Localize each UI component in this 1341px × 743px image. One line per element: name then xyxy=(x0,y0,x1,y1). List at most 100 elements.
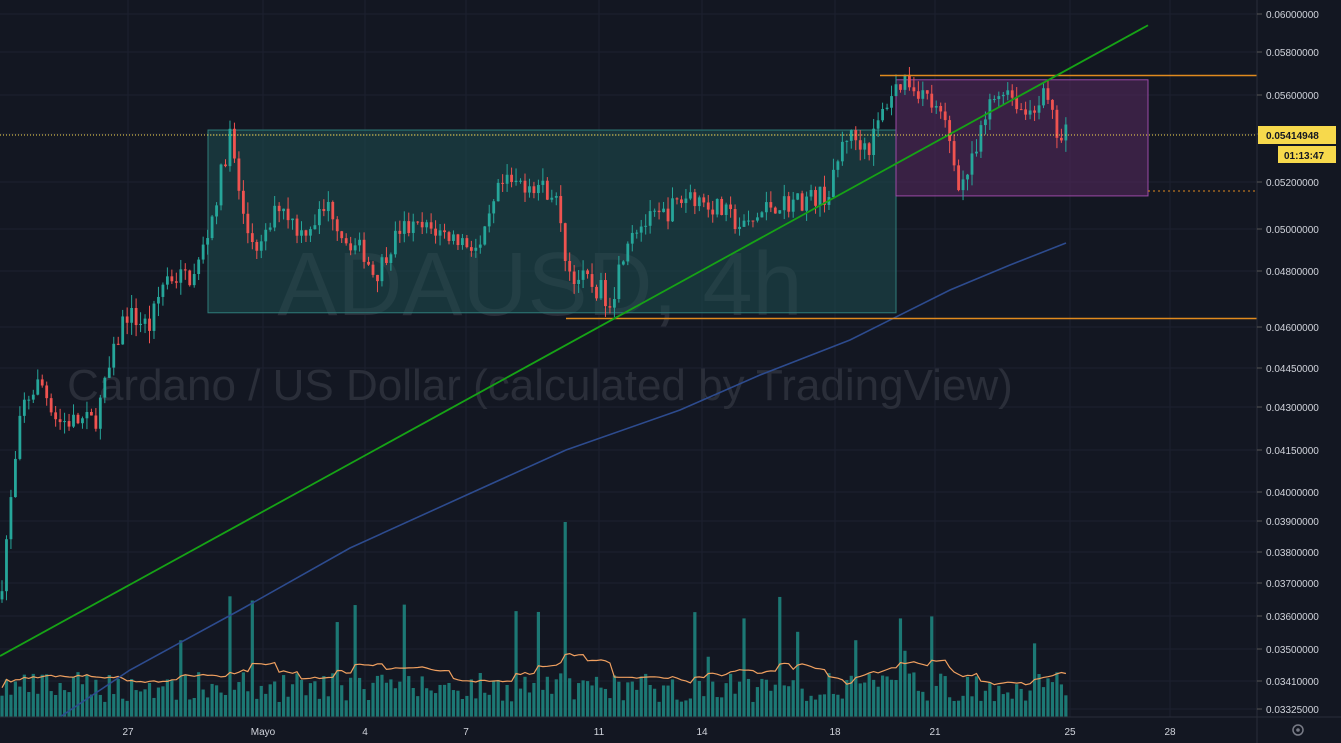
volume-bar xyxy=(380,674,384,717)
volume-bar xyxy=(273,681,277,717)
volume-bar xyxy=(268,684,272,717)
volume-bar xyxy=(827,673,831,717)
volume-bar xyxy=(782,685,786,717)
volume-bar xyxy=(661,685,666,717)
volume-bar xyxy=(943,676,947,717)
volume-bar xyxy=(54,695,58,717)
candle-body xyxy=(72,414,75,427)
candle-body xyxy=(45,385,49,399)
candle-body xyxy=(313,225,317,230)
candle-body xyxy=(836,161,840,170)
y-tick-label: 0.03900000 xyxy=(1266,517,1319,528)
volume-bar xyxy=(22,674,26,717)
volume-bar xyxy=(800,688,804,717)
volume-bar xyxy=(635,689,639,717)
trendline-line xyxy=(0,24,1149,657)
candle-body xyxy=(769,202,773,208)
trendline[interactable] xyxy=(0,24,1149,657)
volume-bars xyxy=(0,522,1068,717)
volume-bar xyxy=(442,684,447,717)
volume-bar xyxy=(1064,695,1068,717)
volume-bar xyxy=(107,674,111,717)
volume-bar xyxy=(228,596,232,717)
volume-bar xyxy=(532,682,536,717)
volume-bar xyxy=(751,701,755,717)
volume-bar xyxy=(715,697,719,717)
price-axis[interactable]: 0.060000000.058000000.056000000.05400000… xyxy=(1257,10,1319,716)
volume-bar xyxy=(594,676,599,717)
candle-body xyxy=(233,128,236,159)
volume-bar xyxy=(174,699,178,717)
candle-body xyxy=(697,197,701,207)
candle-body xyxy=(250,233,254,243)
candle-body xyxy=(778,210,782,214)
candle-body xyxy=(738,226,741,230)
candle-body xyxy=(134,308,138,326)
volume-bar xyxy=(1010,698,1014,717)
volume-bar xyxy=(156,687,161,717)
volume-bar xyxy=(1037,674,1041,717)
volume-bar xyxy=(313,681,317,717)
volume-bar xyxy=(550,693,554,717)
candle-body xyxy=(14,458,17,498)
candle-body xyxy=(63,421,66,423)
candle-body xyxy=(729,204,733,210)
candlesticks[interactable] xyxy=(0,66,1068,603)
volume-bar xyxy=(219,692,223,717)
y-tick-label: 0.03410000 xyxy=(1266,677,1319,688)
candle-body xyxy=(425,222,429,228)
volume-bar xyxy=(970,696,974,717)
candle-body xyxy=(107,367,111,378)
volume-bar xyxy=(1024,700,1028,717)
settings-icon[interactable] xyxy=(1292,724,1304,736)
candle-body xyxy=(139,323,142,326)
horizontal-levels[interactable] xyxy=(566,74,1257,320)
candle-body xyxy=(398,230,402,234)
candle-body xyxy=(957,165,960,191)
candle-body xyxy=(586,270,589,275)
candle-body xyxy=(40,379,44,386)
candle-body xyxy=(608,306,612,308)
candle-body xyxy=(389,254,393,263)
candle-body xyxy=(590,274,594,287)
volume-bar xyxy=(98,694,102,717)
candle-body xyxy=(1024,109,1028,115)
candle-body xyxy=(81,418,84,424)
y-tick-label: 0.03500000 xyxy=(1266,645,1319,656)
volume-bar xyxy=(349,677,353,717)
candle-body xyxy=(67,421,71,427)
volume-bar xyxy=(116,678,120,717)
candle-body xyxy=(469,247,473,251)
volume-bar xyxy=(961,695,965,717)
volume-bar xyxy=(670,679,675,717)
volume-bar xyxy=(282,675,286,717)
volume-bar xyxy=(626,682,630,717)
candle-body xyxy=(528,186,531,193)
volume-bar xyxy=(630,681,634,717)
candle-body xyxy=(1055,109,1059,138)
candle-body xyxy=(461,238,464,246)
y-tick-label: 0.05000000 xyxy=(1266,225,1319,236)
candle-body xyxy=(863,143,867,150)
rectangle-drawings[interactable] xyxy=(207,79,1257,314)
candle-body xyxy=(984,119,987,126)
volume-bar xyxy=(465,695,469,717)
candle-body xyxy=(90,412,93,416)
candle-body xyxy=(228,128,232,167)
x-tick-label: 21 xyxy=(929,727,941,738)
candle-body xyxy=(975,151,978,154)
candle-body xyxy=(259,241,263,251)
candle-body xyxy=(845,140,849,142)
candle-body xyxy=(349,243,353,251)
countdown-value: 01:13:47 xyxy=(1284,151,1324,162)
time-axis[interactable]: 27 Mayo 4 7 11 14 18 21 25 28 xyxy=(122,727,1176,738)
volume-bar xyxy=(246,691,250,717)
candle-body xyxy=(94,415,98,429)
candle-body xyxy=(483,226,487,245)
candle-body xyxy=(326,201,330,212)
candle-body xyxy=(832,169,835,198)
candle-body xyxy=(420,221,424,228)
volume-bar xyxy=(299,679,304,717)
